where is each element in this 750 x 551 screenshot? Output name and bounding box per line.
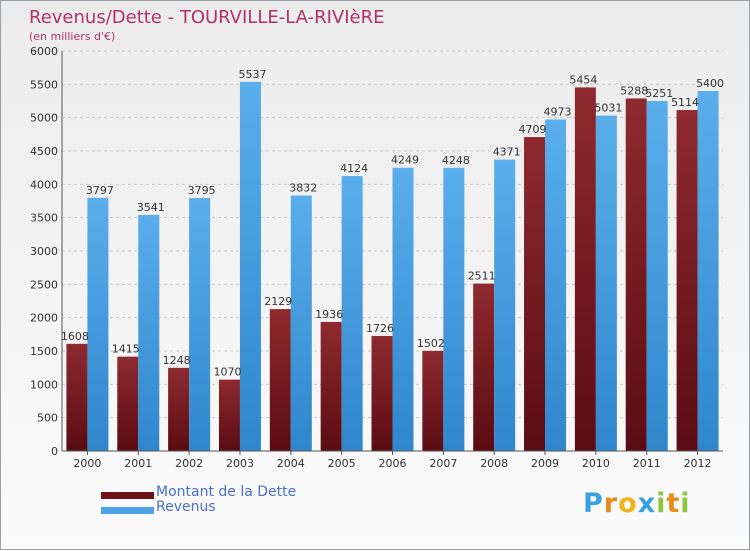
revenue-bar [341,176,363,452]
y-tick-label: 3500 [30,212,58,225]
x-tick-label: 2000 [73,457,101,470]
debt-bar [66,343,88,451]
y-tick-label: 4500 [30,145,58,158]
revenue-bar [646,100,668,451]
x-tick-label: 2001 [124,457,152,470]
revenue-value-label: 5537 [238,68,266,81]
revenue-bar [443,167,465,452]
proxiti-logo: Proxiti [583,488,691,519]
debt-bar [218,379,240,451]
revenue-bar [494,159,516,451]
debt-value-label: 1502 [417,337,445,350]
debt-value-label: 1608 [61,330,89,343]
y-tick-label: 500 [37,412,58,425]
labels-layer: 1608 3797 1415 3541 1248 3795 1070 5537 2129 3832… [61,68,724,379]
x-tick-label: 2004 [277,457,305,470]
revenue-value-label: 5251 [645,87,673,100]
debt-bar [320,321,342,451]
debt-bar [168,367,190,451]
legend-swatch-revenue [101,507,154,514]
revenue-bar [189,198,211,451]
y-tick-label: 1500 [30,345,58,358]
x-tick-label: 2006 [379,457,407,470]
revenue-value-label: 4124 [340,162,368,175]
x-tick-label: 2008 [480,457,508,470]
chart-subtitle: (en milliers d'€) [29,30,116,43]
debt-value-label: 5114 [671,96,699,109]
x-tick-label: 2007 [429,457,457,470]
revenue-bar [138,214,160,451]
legend-label-revenue: Revenus [156,499,216,515]
x-tick-label: 2010 [582,457,610,470]
revenue-value-label: 4973 [544,105,572,118]
debt-bar [574,87,596,452]
y-tick-label: 6000 [30,45,58,58]
debt-bar [473,283,495,451]
revenue-value-label: 4248 [442,154,470,167]
revenue-value-label: 3797 [86,184,114,197]
y-tick-label: 0 [51,445,58,458]
revenue-value-label: 3541 [137,201,165,214]
revenue-bar [545,119,567,451]
y-tick-label: 3000 [30,245,58,258]
revenue-bar [392,167,414,451]
y-tick-label: 2500 [30,278,58,291]
y-tick-label: 1000 [30,378,58,391]
legend-swatch-debt [101,492,154,499]
debt-bar [676,110,698,452]
x-tick-label: 2009 [531,457,559,470]
debt-value-label: 1936 [315,308,343,321]
revenue-value-label: 3795 [188,184,216,197]
revenue-bar [239,81,261,451]
revenue-bar [290,195,312,451]
debt-bar [625,98,647,451]
debt-value-label: 2129 [264,295,292,308]
legend-label-debt: Montant de la Dette [156,484,297,500]
debt-bar [422,350,444,451]
debt-value-label: 2511 [468,270,496,283]
debt-bar [371,335,393,451]
bars-layer [66,81,719,452]
revenue-value-label: 5400 [696,77,724,90]
debt-bar [269,309,291,451]
y-tick-label: 2000 [30,312,58,325]
x-tick-label: 2011 [633,457,661,470]
revenue-bar [87,197,109,451]
axes-layer: 0 500 1000 1500 2000 2500 3000 3500 4000 4500 5000… [30,45,723,470]
debt-value-label: 5288 [620,84,648,97]
x-tick-label: 2005 [328,457,356,470]
revenue-value-label: 4371 [493,146,521,159]
y-tick-label: 5500 [30,78,58,91]
debt-value-label: 1415 [112,343,140,356]
debt-value-label: 4709 [519,123,547,136]
debt-bar [117,356,139,451]
x-tick-label: 2003 [226,457,254,470]
revenue-bar [697,91,719,451]
revenue-value-label: 3832 [289,182,317,195]
revenue-bar [595,115,617,451]
revenue-value-label: 5031 [594,102,622,115]
debt-value-label: 1726 [366,322,394,335]
debt-value-label: 1248 [163,354,191,367]
debt-value-label: 1070 [213,366,241,379]
debt-value-label: 5454 [569,73,597,86]
chart-title: Revenus/Dette - TOURVILLE-LA-RIVIèRE [29,7,385,28]
y-tick-label: 5000 [30,112,58,125]
y-tick-label: 4000 [30,178,58,191]
revenue-value-label: 4249 [391,154,419,167]
debt-bar [524,137,546,452]
x-tick-label: 2012 [684,457,712,470]
x-tick-label: 2002 [175,457,203,470]
